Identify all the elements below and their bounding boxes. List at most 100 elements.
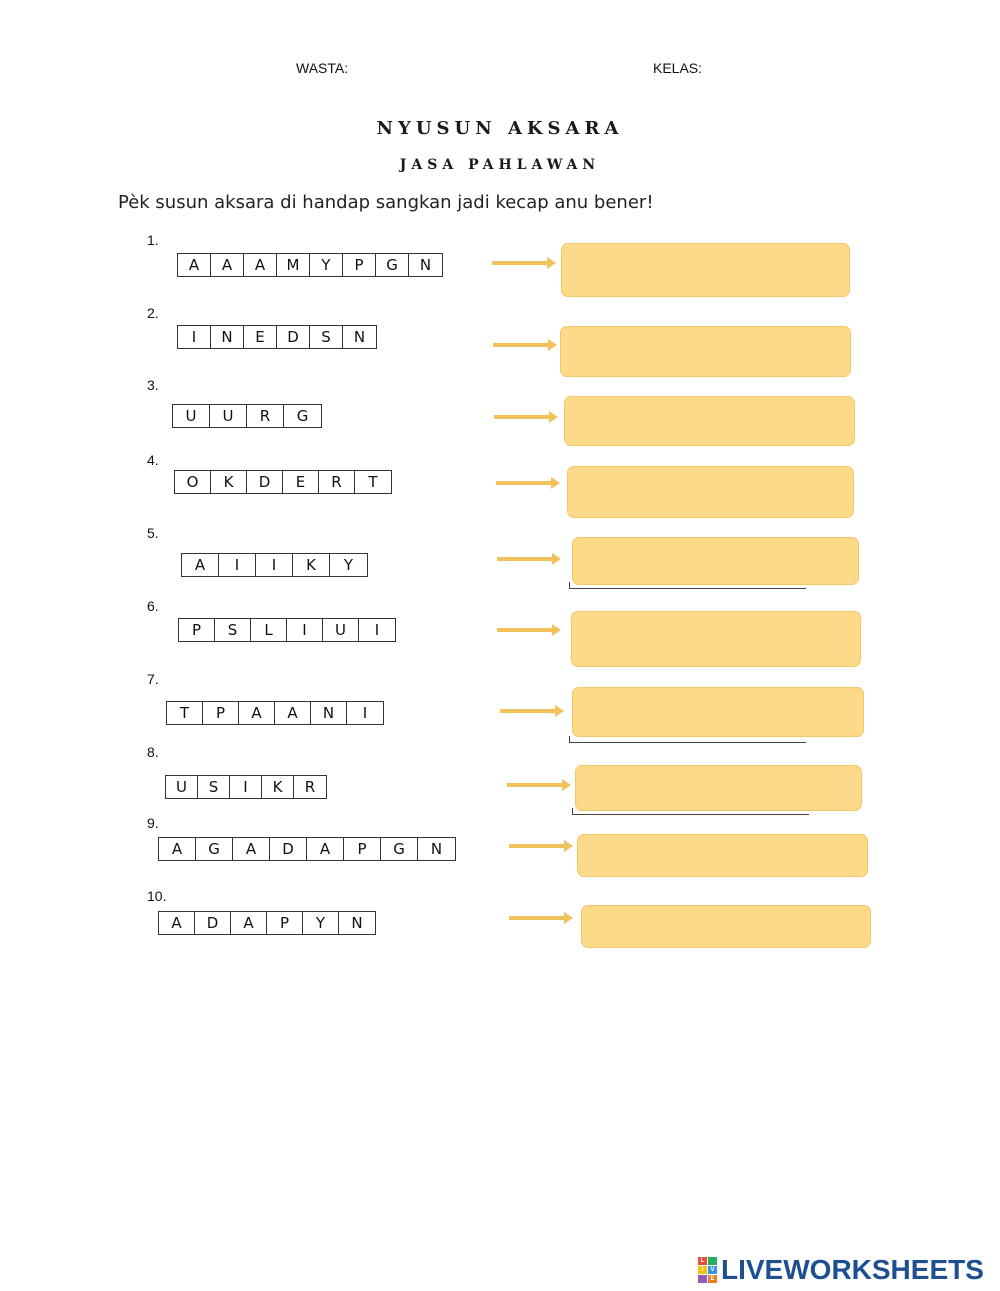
letter-tile: D bbox=[247, 471, 283, 493]
answer-field[interactable] bbox=[572, 537, 859, 585]
question-number: 3. bbox=[147, 377, 159, 393]
letter-tile: K bbox=[211, 471, 247, 493]
instruction-text: Pèk susun aksara di handap sangkan jadi … bbox=[118, 192, 654, 213]
letter-tile: A bbox=[275, 702, 311, 724]
letter-tile: S bbox=[310, 326, 343, 348]
letter-tile: N bbox=[351, 914, 363, 932]
answer-field[interactable] bbox=[571, 611, 861, 667]
letter-tile: L bbox=[251, 619, 287, 641]
letter-tile: G bbox=[296, 407, 309, 425]
letter-tile: A bbox=[182, 554, 219, 576]
letter-tile: A bbox=[178, 254, 211, 276]
arrow-right-icon bbox=[493, 339, 557, 351]
letter-tile: U bbox=[173, 405, 210, 427]
question-number: 1. bbox=[147, 232, 159, 248]
question-number: 2. bbox=[147, 305, 159, 321]
letter-tile: E bbox=[283, 471, 319, 493]
letter-tile: A bbox=[244, 254, 277, 276]
name-label: WASTA: bbox=[296, 60, 349, 76]
letter-tile: A bbox=[159, 912, 195, 934]
letter-tile: T bbox=[167, 702, 203, 724]
letter-tile: I bbox=[219, 554, 256, 576]
question-number: 9. bbox=[147, 815, 159, 831]
page-title: NYUSUN AKSARA bbox=[376, 118, 624, 139]
letter-tile: G bbox=[196, 838, 233, 860]
letter-tile: A bbox=[211, 254, 244, 276]
letter-tile: T bbox=[368, 473, 378, 491]
letter-tile: A bbox=[239, 702, 275, 724]
letter-tile: N bbox=[211, 326, 244, 348]
letter-tile: I bbox=[256, 554, 293, 576]
arrow-right-icon bbox=[494, 411, 558, 423]
letter-tile: E bbox=[244, 326, 277, 348]
letter-tile: R bbox=[247, 405, 284, 427]
answer-field[interactable] bbox=[575, 765, 862, 811]
letter-tile: A bbox=[233, 838, 270, 860]
page-subtitle: JASA PAHLAWAN bbox=[399, 157, 601, 173]
letter-tile: Y bbox=[303, 912, 339, 934]
letter-tile: P bbox=[267, 912, 303, 934]
letter-tile: N bbox=[311, 702, 347, 724]
logo-badge-icon: L I V E bbox=[698, 1257, 717, 1283]
letter-tile: S bbox=[215, 619, 251, 641]
question-number: 4. bbox=[147, 452, 159, 468]
answer-field[interactable] bbox=[572, 687, 864, 737]
letter-tile: U bbox=[323, 619, 359, 641]
letter-tile: M bbox=[277, 254, 310, 276]
letter-tile: S bbox=[198, 776, 230, 798]
letter-tile: P bbox=[203, 702, 239, 724]
letter-tile: I bbox=[374, 621, 380, 639]
question-number: 6. bbox=[147, 598, 159, 614]
letter-tile: A bbox=[159, 838, 196, 860]
letter-tile: G bbox=[376, 254, 409, 276]
letter-tile: P bbox=[344, 838, 381, 860]
letter-tile: K bbox=[293, 554, 330, 576]
answer-field[interactable] bbox=[561, 243, 850, 297]
letter-tile: I bbox=[178, 326, 211, 348]
arrow-right-icon bbox=[509, 912, 573, 924]
letter-tile: I bbox=[362, 704, 368, 722]
letter-tile: N bbox=[353, 328, 366, 346]
answer-field[interactable] bbox=[560, 326, 851, 377]
question-number: 8. bbox=[147, 744, 159, 760]
letter-tile: I bbox=[230, 776, 262, 798]
arrow-right-icon bbox=[500, 705, 564, 717]
liveworksheets-logo: L I V E LIVEWORKSHEETS bbox=[698, 1254, 984, 1286]
letter-tile: N bbox=[419, 256, 432, 274]
letter-tile: A bbox=[307, 838, 344, 860]
letter-tile: R bbox=[319, 471, 355, 493]
arrow-right-icon bbox=[497, 624, 561, 636]
class-label: KELAS: bbox=[653, 60, 703, 76]
answer-field[interactable] bbox=[567, 466, 854, 518]
arrow-right-icon bbox=[507, 779, 571, 791]
answer-field[interactable] bbox=[581, 905, 871, 948]
question-number: 10. bbox=[147, 888, 167, 904]
letter-tile: D bbox=[277, 326, 310, 348]
letter-tile: N bbox=[430, 840, 443, 858]
hidden-tile-row bbox=[569, 582, 806, 589]
letter-tile: Y bbox=[310, 254, 343, 276]
answer-field[interactable] bbox=[564, 396, 855, 446]
hidden-tile-row bbox=[569, 736, 806, 743]
letter-tile: A bbox=[231, 912, 267, 934]
arrow-right-icon bbox=[492, 257, 556, 269]
letter-tile: G bbox=[381, 838, 418, 860]
letter-tile: O bbox=[175, 471, 211, 493]
letter-tile: D bbox=[270, 838, 307, 860]
answer-field[interactable] bbox=[577, 834, 868, 877]
letter-tile: D bbox=[195, 912, 231, 934]
arrow-right-icon bbox=[496, 477, 560, 489]
question-number: 7. bbox=[147, 671, 159, 687]
question-number: 5. bbox=[147, 525, 159, 541]
arrow-right-icon bbox=[509, 840, 573, 852]
hidden-tile-row bbox=[572, 808, 809, 815]
letter-tile: U bbox=[166, 776, 198, 798]
letter-tile: U bbox=[210, 405, 247, 427]
